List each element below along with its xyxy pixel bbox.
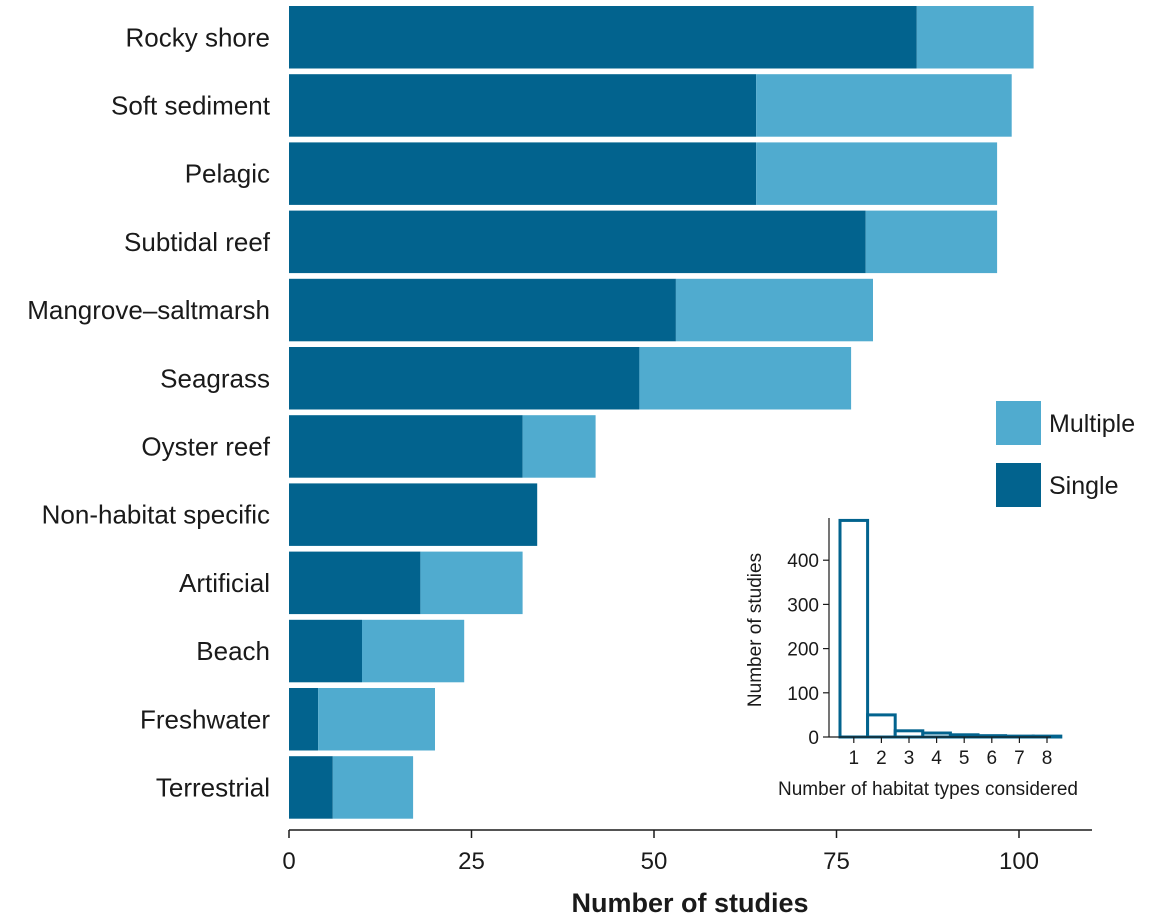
bar-multiple-freshwater — [318, 688, 435, 751]
main-x-tick-label-50: 50 — [641, 848, 668, 875]
legend-swatch-single — [996, 463, 1041, 507]
main-bars: Rocky shore Soft sediment Pelagic Subtidal … — [27, 6, 1034, 819]
bar-multiple-seagrass — [639, 347, 852, 410]
inset-x-tick-label-2: 2 — [876, 748, 887, 769]
category-label-beach: Beach — [196, 636, 270, 666]
bar-single-oyster-reef — [289, 415, 523, 478]
main-x-tick-label-25: 25 — [458, 848, 485, 875]
category-label-terrestrial: Terrestrial — [156, 772, 270, 802]
category-label-rocky-shore: Rocky shore — [126, 22, 271, 52]
main-x-tick-label-0: 0 — [282, 848, 295, 875]
legend-label-multiple: Multiple — [1049, 410, 1135, 438]
bar-single-subtidal-reef — [289, 210, 866, 274]
inset-y-tick-label-100: 100 — [787, 684, 819, 705]
inset-x-tick-label-4: 4 — [931, 748, 942, 769]
bar-multiple-artificial — [420, 551, 523, 615]
main-x-axis-title: Number of studies — [571, 888, 808, 918]
legend-swatch-multiple — [996, 401, 1041, 445]
category-label-artificial: Artificial — [179, 568, 270, 598]
bar-single-terrestrial — [289, 756, 333, 819]
inset-x-tick-label-1: 1 — [849, 748, 860, 769]
legend: Multiple Single — [996, 401, 1135, 507]
bar-single-seagrass — [289, 347, 640, 410]
category-label-soft-sediment: Soft sediment — [111, 90, 271, 120]
bar-multiple-rocky-shore — [916, 6, 1034, 69]
bar-single-freshwater — [289, 688, 319, 751]
bar-multiple-mangrove-saltmarsh — [675, 278, 873, 342]
category-label-mangrove-saltmarsh: Mangrove–saltmarsh — [27, 295, 270, 325]
main-x-tick-label-100: 100 — [999, 848, 1039, 875]
category-label-pelagic: Pelagic — [185, 159, 270, 189]
bar-multiple-beach — [362, 619, 465, 683]
bar-single-soft-sediment — [289, 74, 757, 137]
category-label-non-habitat-specific: Non-habitat specific — [42, 500, 270, 530]
bar-single-rocky-shore — [289, 6, 917, 69]
bar-single-mangrove-saltmarsh — [289, 278, 676, 342]
inset-bar-2 — [866, 713, 897, 739]
inset-y-tick-label-300: 300 — [787, 595, 819, 616]
inset-x-tick-label-5: 5 — [959, 748, 970, 769]
inset-y-tick-label-0: 0 — [808, 728, 819, 749]
bar-multiple-oyster-reef — [522, 415, 596, 478]
bar-single-pelagic — [289, 142, 757, 205]
category-label-freshwater: Freshwater — [140, 704, 270, 734]
category-label-seagrass: Seagrass — [160, 363, 270, 393]
bar-single-artificial — [289, 551, 421, 615]
inset-x-tick-label-7: 7 — [1014, 748, 1025, 769]
inset-x-axis-title: Number of habitat types considered — [778, 779, 1078, 800]
bar-multiple-pelagic — [756, 142, 998, 205]
category-label-oyster-reef: Oyster reef — [141, 431, 270, 461]
inset-x-tick-label-3: 3 — [904, 748, 915, 769]
bar-multiple-soft-sediment — [756, 74, 1012, 137]
inset-bar-1 — [838, 518, 870, 739]
bar-single-non-habitat-specific — [289, 483, 538, 546]
inset-bar-3 — [893, 729, 925, 739]
inset-y-tick-label-400: 400 — [787, 551, 819, 572]
inset-y-axis-title: Number of studies — [745, 553, 766, 707]
category-label-subtidal-reef: Subtidal reef — [124, 227, 271, 257]
legend-label-single: Single — [1049, 472, 1119, 500]
inset-x-tick-label-8: 8 — [1042, 748, 1053, 769]
main-x-tick-label-75: 75 — [823, 848, 850, 875]
bar-multiple-subtidal-reef — [865, 210, 998, 274]
inset-x-tick-label-6: 6 — [987, 748, 998, 769]
bar-single-beach — [289, 619, 362, 683]
bar-multiple-terrestrial — [332, 756, 414, 819]
main-axes: 0 25 50 75 100 — [282, 829, 1092, 875]
inset-chart: 1 2 3 4 5 6 7 8 0 100 200 300 400 — [787, 518, 1063, 769]
inset-y-tick-label-200: 200 — [787, 640, 819, 661]
